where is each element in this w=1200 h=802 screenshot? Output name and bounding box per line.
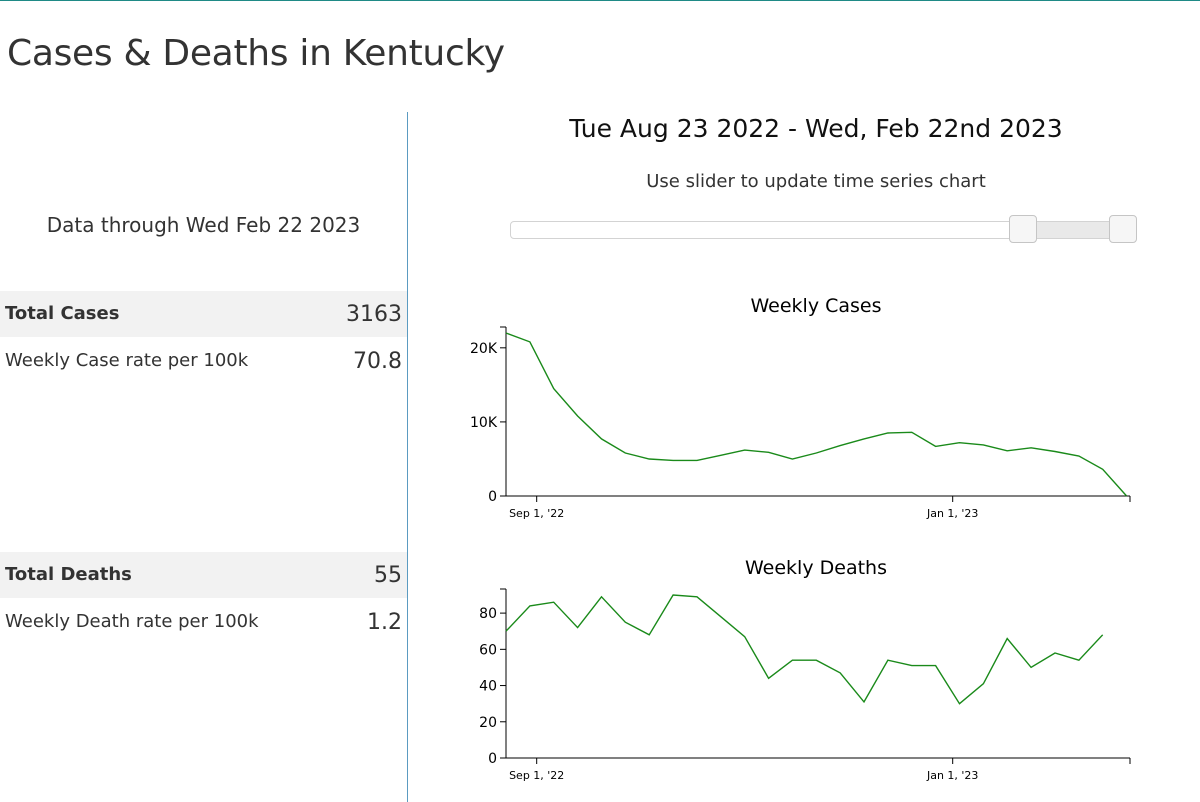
page-title: Cases & Deaths in Kentucky — [7, 33, 505, 74]
slider-start-handle[interactable] — [1008, 215, 1037, 243]
cases-y-tick-label: 20K — [470, 341, 498, 357]
cases-y-tick-label: 10K — [470, 415, 498, 431]
weekly-case-rate-value: 70.8 — [353, 349, 402, 374]
panel-divider — [407, 112, 408, 802]
deaths-chart-title: Weekly Deaths — [745, 557, 887, 579]
weekly-case-rate-row: Weekly Case rate per 100k 70.8 — [0, 338, 407, 384]
cases-y-tick-label: 0 — [488, 489, 497, 505]
data-through-label: Data through Wed Feb 22 2023 — [46, 213, 361, 237]
deaths-series-line — [505, 594, 1104, 705]
cases-series-line — [505, 332, 1128, 497]
deaths-y-tick-label: 40 — [479, 679, 497, 695]
slider-end-handle[interactable] — [1108, 215, 1137, 243]
cases-x-tick-label: Jan 1, '23 — [926, 507, 978, 520]
weekly-death-rate-label: Weekly Death rate per 100k — [5, 611, 259, 632]
total-cases-label: Total Cases — [5, 303, 120, 324]
total-cases-row: Total Cases 3163 — [0, 291, 407, 337]
deaths-x-tick-label: Sep 1, '22 — [509, 769, 564, 782]
total-deaths-label: Total Deaths — [5, 564, 132, 585]
total-cases-value: 3163 — [346, 302, 402, 327]
deaths-y-tick-label: 0 — [488, 751, 497, 767]
top-accent-rule — [0, 0, 1200, 1]
date-range-label: Tue Aug 23 2022 - Wed, Feb 22nd 2023 — [569, 114, 1063, 143]
weekly-case-rate-label: Weekly Case rate per 100k — [5, 350, 249, 371]
cases-x-tick-label: Sep 1, '22 — [509, 507, 564, 520]
slider-selected-range — [1022, 222, 1123, 238]
summary-panel: Data through Wed Feb 22 2023 Total Cases… — [0, 110, 407, 802]
weekly-death-rate-value: 1.2 — [367, 610, 402, 635]
weekly-deaths-chart: Weekly Deaths 0 20 40 60 80 Sep 1, '22 Jan 1, '… — [479, 557, 1131, 782]
cases-chart-title: Weekly Cases — [750, 295, 881, 317]
weekly-cases-chart: Weekly Cases 0 10K 20K Sep 1, '22 Jan 1, '23 — [470, 295, 1131, 520]
deaths-x-tick-label: Jan 1, '23 — [926, 769, 978, 782]
deaths-y-tick-label: 60 — [479, 642, 497, 658]
total-deaths-row: Total Deaths 55 — [0, 552, 407, 598]
total-deaths-value: 55 — [374, 563, 402, 588]
weekly-death-rate-row: Weekly Death rate per 100k 1.2 — [0, 599, 407, 645]
deaths-y-tick-label: 80 — [479, 606, 497, 622]
deaths-y-tick-label: 20 — [479, 715, 497, 731]
slider-hint: Use slider to update time series chart — [646, 171, 986, 192]
